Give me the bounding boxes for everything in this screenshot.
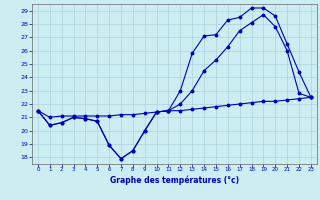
X-axis label: Graphe des températures (°c): Graphe des températures (°c) xyxy=(110,175,239,185)
